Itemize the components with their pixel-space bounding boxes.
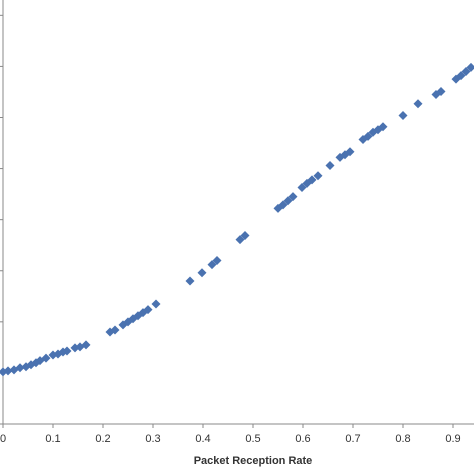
point (283, 196, 293, 206)
point (461, 67, 471, 77)
x-tick-label: 0.1 (45, 433, 60, 445)
point (151, 299, 161, 309)
point (15, 363, 25, 373)
point (41, 353, 51, 363)
x-tick-label: 0.3 (145, 433, 160, 445)
point (398, 110, 408, 120)
x-tick-label: 0.7 (345, 433, 360, 445)
point (62, 346, 72, 356)
point (143, 305, 153, 315)
point (235, 235, 245, 245)
point (185, 276, 195, 286)
x-tick-label: 0.2 (95, 433, 110, 445)
point (378, 122, 388, 132)
point (81, 340, 91, 350)
point (325, 161, 335, 171)
point (297, 182, 307, 192)
x-axis-label: Packet Reception Rate (194, 455, 313, 467)
point (3, 366, 13, 376)
x-tick-label: 0 (0, 433, 6, 445)
point (466, 62, 474, 72)
x-tick-label: 0.8 (395, 433, 410, 445)
point (363, 131, 373, 141)
point (207, 260, 217, 270)
point (456, 71, 466, 81)
x-tick-label: 0.4 (195, 433, 210, 445)
x-tick-label: 0.5 (245, 433, 260, 445)
point (436, 86, 446, 96)
point (307, 175, 317, 185)
point (110, 325, 120, 335)
point (240, 230, 250, 240)
x-tick-label: 0.9 (445, 433, 460, 445)
point (197, 268, 207, 278)
point (278, 200, 288, 210)
point (212, 256, 222, 266)
point (0, 367, 8, 377)
point (313, 171, 323, 181)
x-tick-label: 0.6 (295, 433, 310, 445)
point (413, 99, 423, 109)
point (345, 147, 355, 157)
point (288, 192, 298, 202)
